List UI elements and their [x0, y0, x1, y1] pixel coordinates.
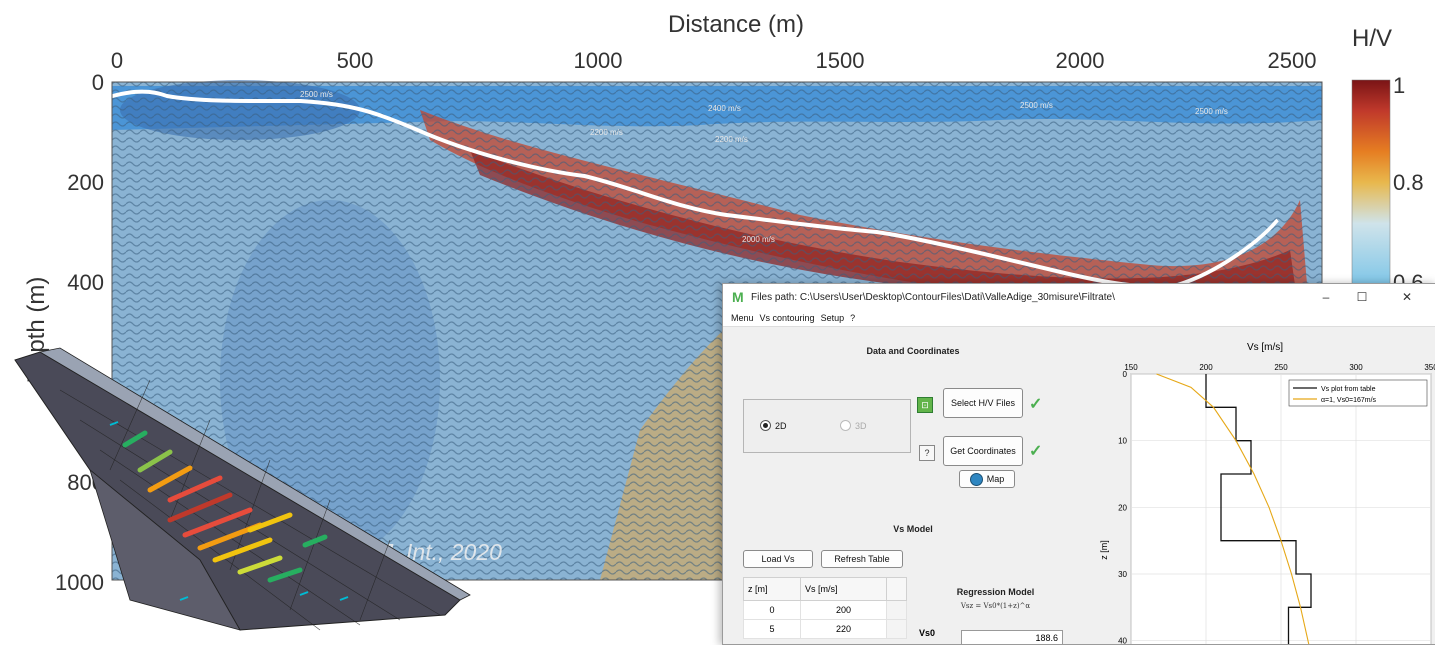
table-scrollbar[interactable]	[886, 619, 907, 639]
y-tick-label: 10	[1118, 437, 1127, 446]
menu-item-vs-contouring[interactable]: Vs contouring	[759, 313, 815, 323]
y-tick-label: 40	[1118, 637, 1127, 645]
velocity-label: 2200 m/s	[715, 135, 748, 144]
velocity-label: 2200 m/s	[590, 128, 623, 137]
maximize-button[interactable]: ☐	[1356, 290, 1368, 304]
cell-vs[interactable]: 200	[799, 600, 888, 620]
title-bar: M Files path: C:\Users\User\Desktop\Cont…	[723, 284, 1435, 310]
vs-x-ticks: 150 200 250 300 350	[1124, 363, 1435, 372]
dimension-group	[743, 399, 911, 453]
y-tick-label: 1000	[55, 570, 104, 595]
x-tick-label: 200	[1199, 363, 1213, 372]
close-button[interactable]: ✕	[1401, 290, 1413, 304]
select-hv-files-button[interactable]: Select H/V Files	[943, 388, 1023, 418]
app-logo-icon: M	[732, 289, 744, 305]
velocity-label: 2500 m/s	[1020, 101, 1053, 110]
vs-model-title: Vs Model	[893, 524, 933, 534]
regression-model-title: Regression Model	[956, 587, 1035, 597]
map-button[interactable]: Map	[959, 470, 1015, 488]
cell-z[interactable]: 5	[743, 619, 801, 639]
menu-item-setup[interactable]: Setup	[820, 313, 845, 323]
get-coordinates-check-icon: ✓	[1029, 443, 1043, 460]
x-tick-label: 500	[337, 48, 374, 73]
x-tick-label: 250	[1274, 363, 1288, 372]
regression-formula: Vsz = Vs0*(1+z)^α	[960, 602, 1031, 610]
radio-3d-indicator	[840, 420, 851, 431]
globe-icon	[969, 472, 983, 486]
x-tick-label: 1000	[574, 48, 623, 73]
radio-2d-indicator	[760, 420, 771, 431]
colorbar	[1351, 79, 1391, 286]
colorbar-tick: 0.8	[1393, 170, 1424, 195]
x-tick-label: 150	[1124, 363, 1138, 372]
vs-chart-title: Vs [m/s]	[1247, 342, 1283, 353]
help-icon[interactable]: ?	[919, 445, 935, 461]
velocity-label: 2000 m/s	[742, 235, 775, 244]
column-header-z[interactable]: z [m]	[743, 577, 801, 601]
vs-table[interactable]: z [m] Vs [m/s] 0 200 5 220	[743, 577, 907, 639]
mesh-3d-model	[14, 347, 471, 631]
load-vs-button[interactable]: Load Vs	[743, 550, 813, 568]
table-scrollbar[interactable]	[886, 600, 907, 620]
refresh-table-button[interactable]: Refresh Table	[821, 550, 903, 568]
radio-2d[interactable]: 2D	[760, 420, 787, 431]
velocity-label: 2500 m/s	[300, 90, 333, 99]
vs0-field[interactable]: 188.6	[961, 630, 1063, 644]
vs-grid	[1130, 373, 1432, 644]
window-title: Files path: C:\Users\User\Desktop\Contou…	[751, 291, 1115, 303]
legend-entry: Vs plot from table	[1321, 386, 1376, 393]
legend-entry: α=1, Vs0=167m/s	[1321, 397, 1377, 404]
radio-2d-label: 2D	[775, 420, 787, 431]
cell-z[interactable]: 0	[743, 600, 801, 620]
bedrock-boundary-line	[101, 89, 1279, 289]
vs-table-series-line	[1205, 374, 1312, 644]
column-header-vs[interactable]: Vs [m/s]	[799, 577, 888, 601]
velocity-label: 2500 m/s	[1195, 107, 1228, 116]
y-tick-label: 200	[67, 170, 104, 195]
cell-vs[interactable]: 220	[799, 619, 888, 639]
x-tick-label: 2000	[1056, 48, 1105, 73]
table-row[interactable]: 5 220	[743, 619, 907, 639]
data-panel-title: Data and Coordinates	[866, 346, 960, 356]
radio-3d[interactable]: 3D	[840, 420, 867, 431]
x-tick-label: 300	[1349, 363, 1363, 372]
y-tick-label: 20	[1118, 503, 1127, 512]
vs-profile-chart: Vs [m/s] z [m] 150 200 250 300 350 0 10 20 30 40…	[1099, 342, 1435, 645]
table-row[interactable]: 0 200	[743, 600, 907, 620]
vs-regression-series-line	[1156, 373, 1310, 644]
vs0-label: Vs0	[919, 628, 936, 638]
vs-chart-ylabel: z [m]	[1099, 540, 1109, 560]
x-tick-label: 1500	[816, 48, 865, 73]
vs-contouring-window: M Files path: C:\Users\User\Desktop\Cont…	[722, 283, 1435, 645]
velocity-label: 2400 m/s	[708, 104, 741, 113]
radio-3d-label: 3D	[855, 420, 867, 431]
x-tick-label: 2500	[1268, 48, 1317, 73]
y-tick-label: 30	[1118, 570, 1127, 579]
y-tick-label: 0	[92, 70, 104, 95]
menu-bar: Menu Vs contouring Setup ?	[723, 310, 1435, 327]
x-axis-title: Distance (m)	[668, 11, 804, 38]
files-icon[interactable]: ⊡	[917, 397, 933, 413]
vs-y-ticks: 0 10 20 30 40	[1118, 370, 1128, 645]
select-files-check-icon: ✓	[1029, 396, 1043, 413]
vs-legend: Vs plot from table α=1, Vs0=167m/s	[1288, 379, 1428, 407]
vs-series	[1156, 373, 1312, 644]
colorbar-title: H/V	[1352, 25, 1392, 52]
map-button-label: Map	[986, 474, 1005, 484]
x-tick-label: 350	[1424, 363, 1435, 372]
y-tick-label: 0	[1123, 370, 1128, 379]
menu-item-menu[interactable]: Menu	[731, 313, 754, 323]
x-tick-label: 0	[111, 48, 123, 73]
table-scroll-header	[886, 577, 907, 601]
minimize-button[interactable]: –	[1322, 290, 1330, 304]
y-tick-label: 400	[67, 270, 104, 295]
menu-item-help[interactable]: ?	[850, 313, 856, 323]
get-coordinates-button[interactable]: Get Coordinates	[943, 436, 1023, 466]
colorbar-tick: 1	[1393, 73, 1405, 98]
